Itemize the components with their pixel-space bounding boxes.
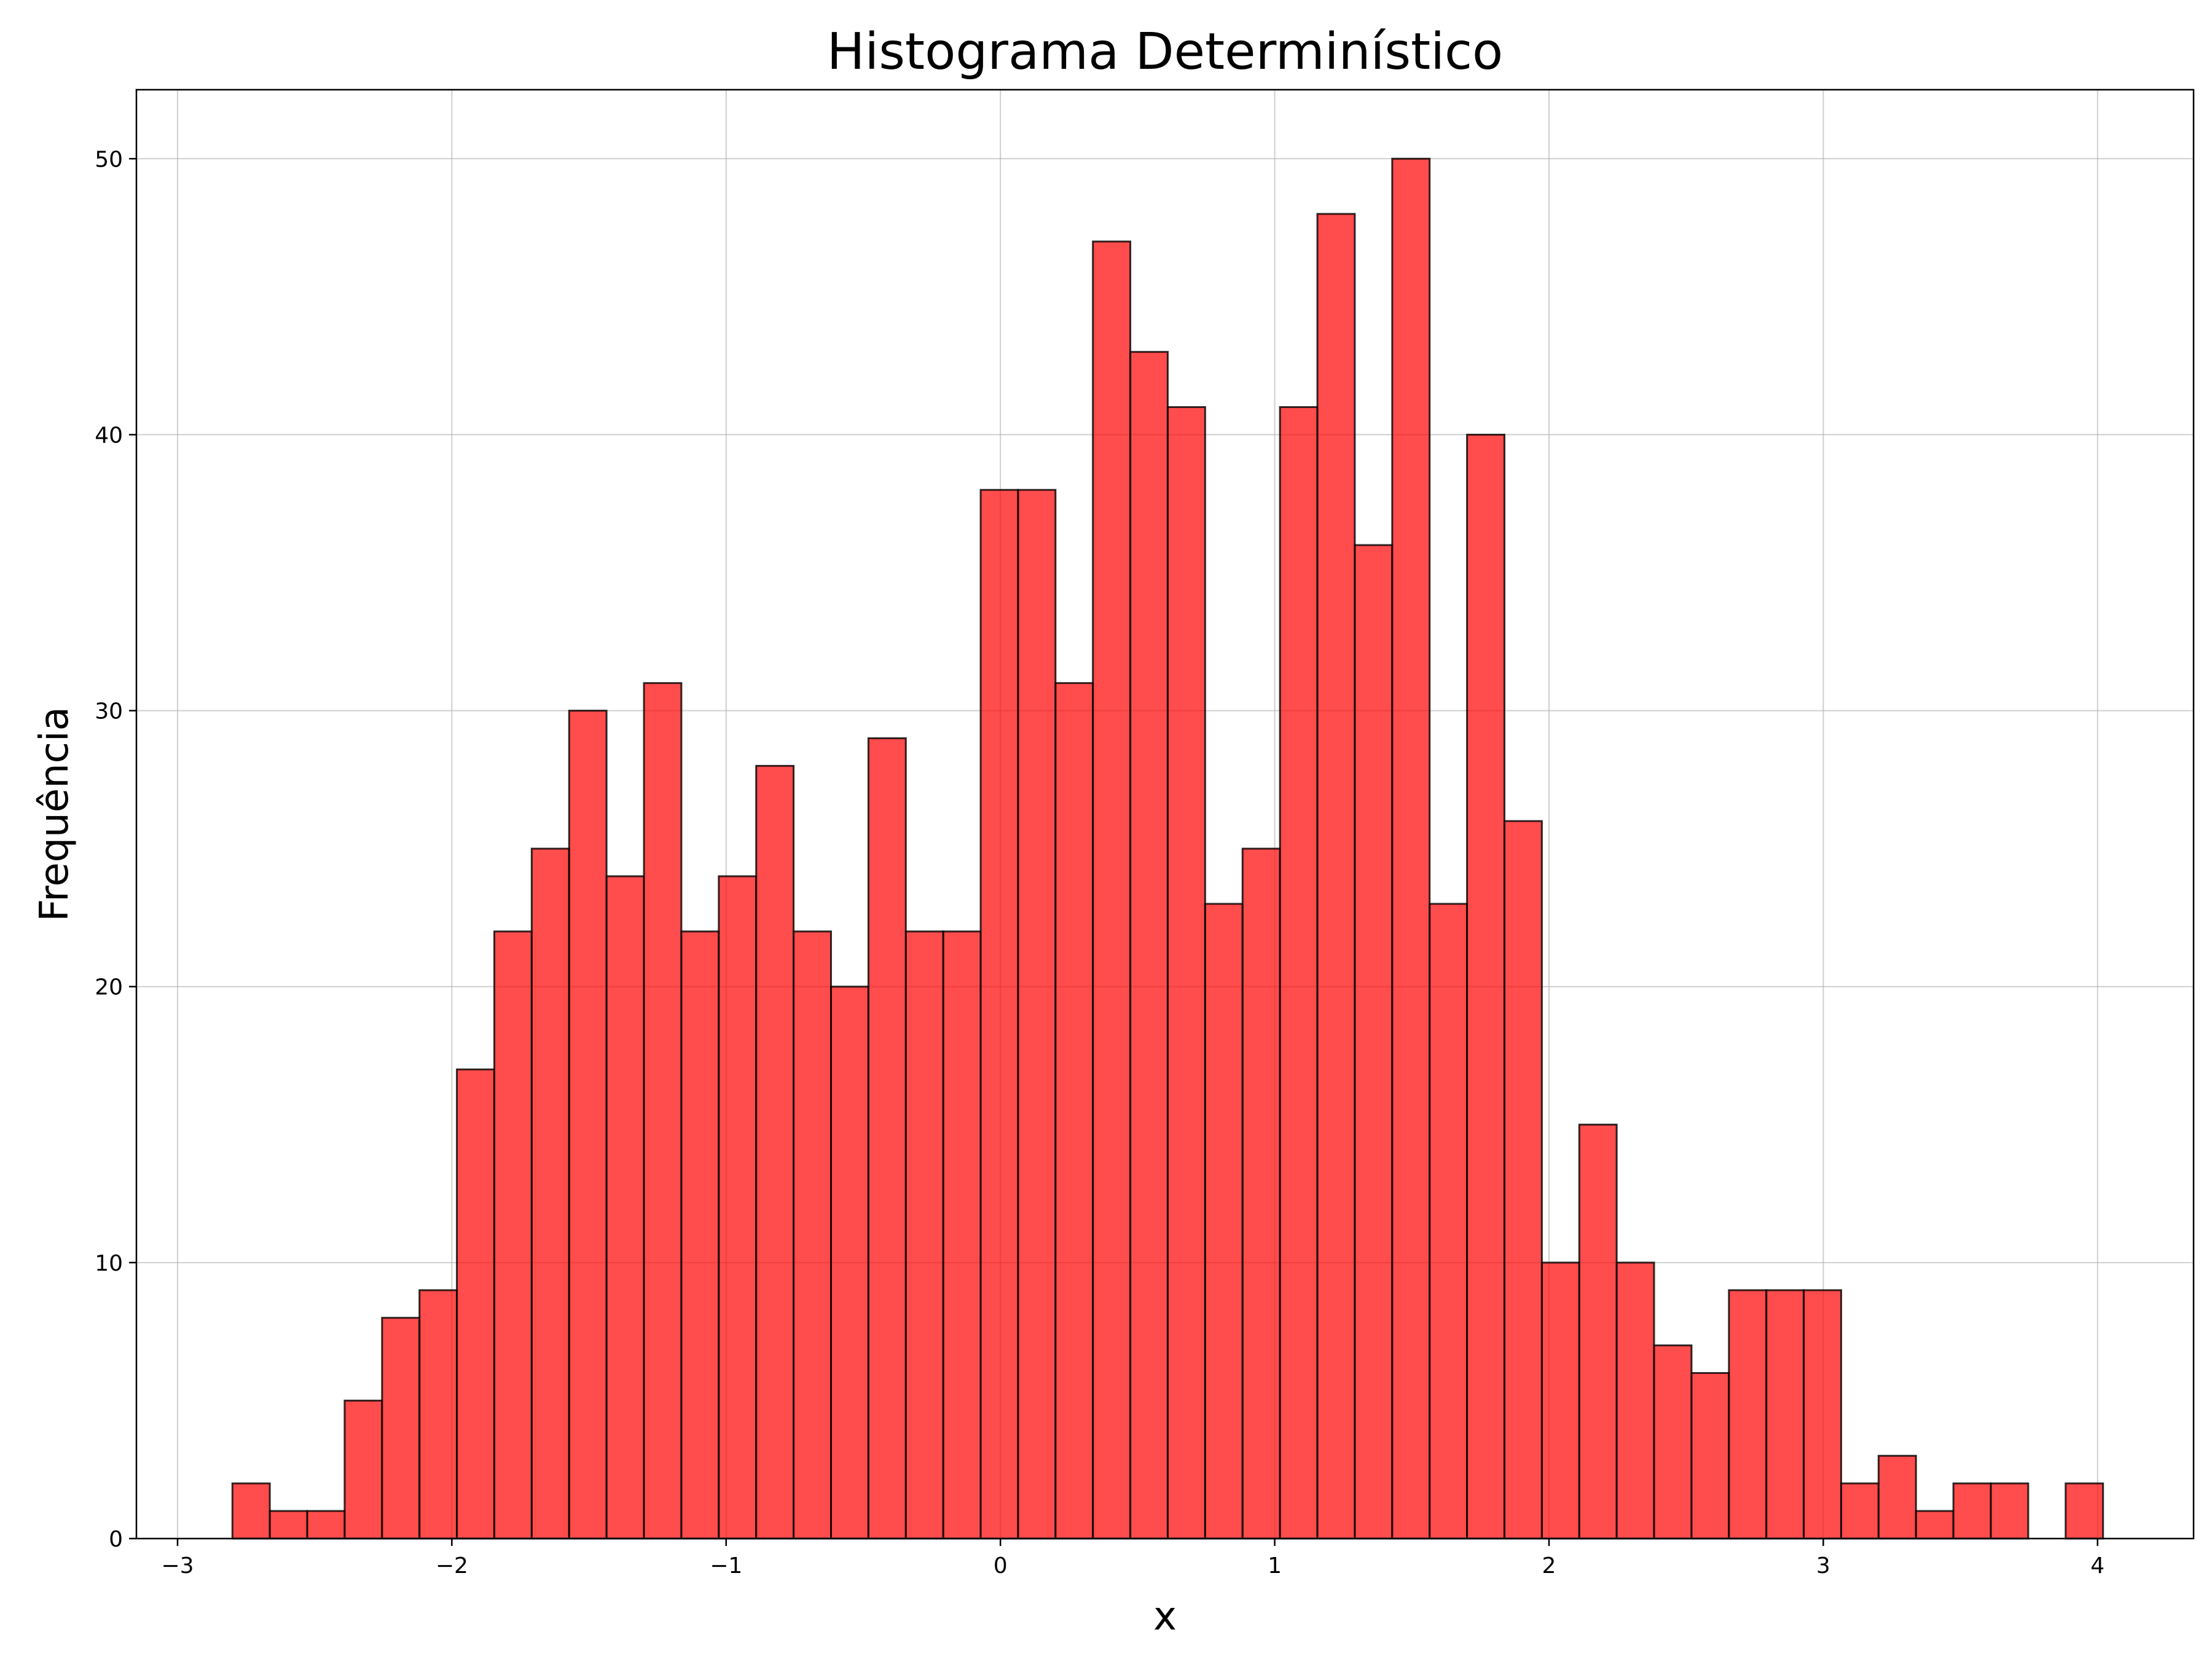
x-tick-label: −2 [436,1553,468,1579]
histogram-bar [1316,213,1356,1540]
histogram-bar [1840,1482,1880,1540]
y-tick-label: 20 [95,975,123,1000]
histogram-bar [2065,1482,2104,1540]
histogram-bar [418,1289,458,1540]
y-tick-label: 50 [95,147,123,172]
histogram-bar [1653,1344,1693,1540]
x-tick-label: −1 [710,1553,742,1579]
histogram-bar [755,764,795,1540]
x-tick-label: 1 [1268,1553,1282,1579]
histogram-bar [1990,1482,2030,1540]
histogram-bar [381,1317,421,1540]
y-tick-label: 0 [109,1527,123,1552]
plot-frame [135,88,2195,1540]
y-tick-label: 30 [95,699,123,724]
histogram-bar [1166,406,1206,1540]
histogram-bar [1429,903,1469,1540]
histogram-bar [343,1399,383,1540]
histogram-bar [793,930,832,1540]
histogram-bar [269,1510,308,1540]
histogram-bar [1092,240,1132,1540]
histogram-bar [530,847,570,1540]
histogram-bar [493,930,533,1540]
histogram-bar [830,986,869,1540]
histogram-bar [1540,1261,1580,1540]
histogram-bar [1241,847,1281,1540]
histogram-bar [1503,820,1543,1540]
y-tick-label: 40 [95,423,123,448]
histogram-bar [568,710,608,1540]
histogram-bar [1765,1289,1805,1540]
histogram-bar [1466,433,1505,1540]
histogram-bar [718,875,758,1540]
y-axis-label: Frequência [32,707,77,922]
histogram-bar [1204,903,1244,1540]
x-axis-label: x [1153,1594,1177,1639]
histogram-bar [1877,1454,1917,1540]
histogram-bar [1279,406,1319,1540]
x-tick-label: 0 [994,1553,1008,1579]
histogram-bar [306,1510,346,1540]
histogram-bar [867,737,907,1540]
histogram-bar [1578,1123,1618,1540]
histogram-bar [1952,1482,1992,1540]
histogram-bar [1915,1510,1955,1540]
histogram-bar [680,930,720,1540]
x-tick-label: −3 [161,1553,194,1579]
chart-title: Histograma Determinístico [827,23,1503,81]
histogram-bar [1803,1289,1842,1540]
histogram-bar [1728,1289,1768,1540]
histogram-bar [1054,682,1094,1540]
x-tick-label: 2 [1542,1553,1556,1579]
histogram-bar [942,930,982,1540]
x-tick-label: 3 [1816,1553,1830,1579]
histogram-bar [456,1068,495,1540]
histogram-bar [1129,351,1169,1540]
histogram-bar [643,682,683,1540]
histogram-bar [1391,157,1431,1540]
histogram-bar [1615,1261,1655,1540]
x-tick-label: 4 [2090,1553,2104,1579]
histogram-bar [1690,1372,1730,1540]
histogram-bars [231,157,2104,1540]
histogram-bar [1017,488,1057,1540]
y-tick-label: 10 [95,1251,123,1276]
histogram-bar [231,1482,271,1540]
histogram-bar [1354,544,1394,1540]
histogram-bar [904,930,944,1540]
histogram-bar [979,488,1019,1540]
histogram-bar [605,875,645,1540]
